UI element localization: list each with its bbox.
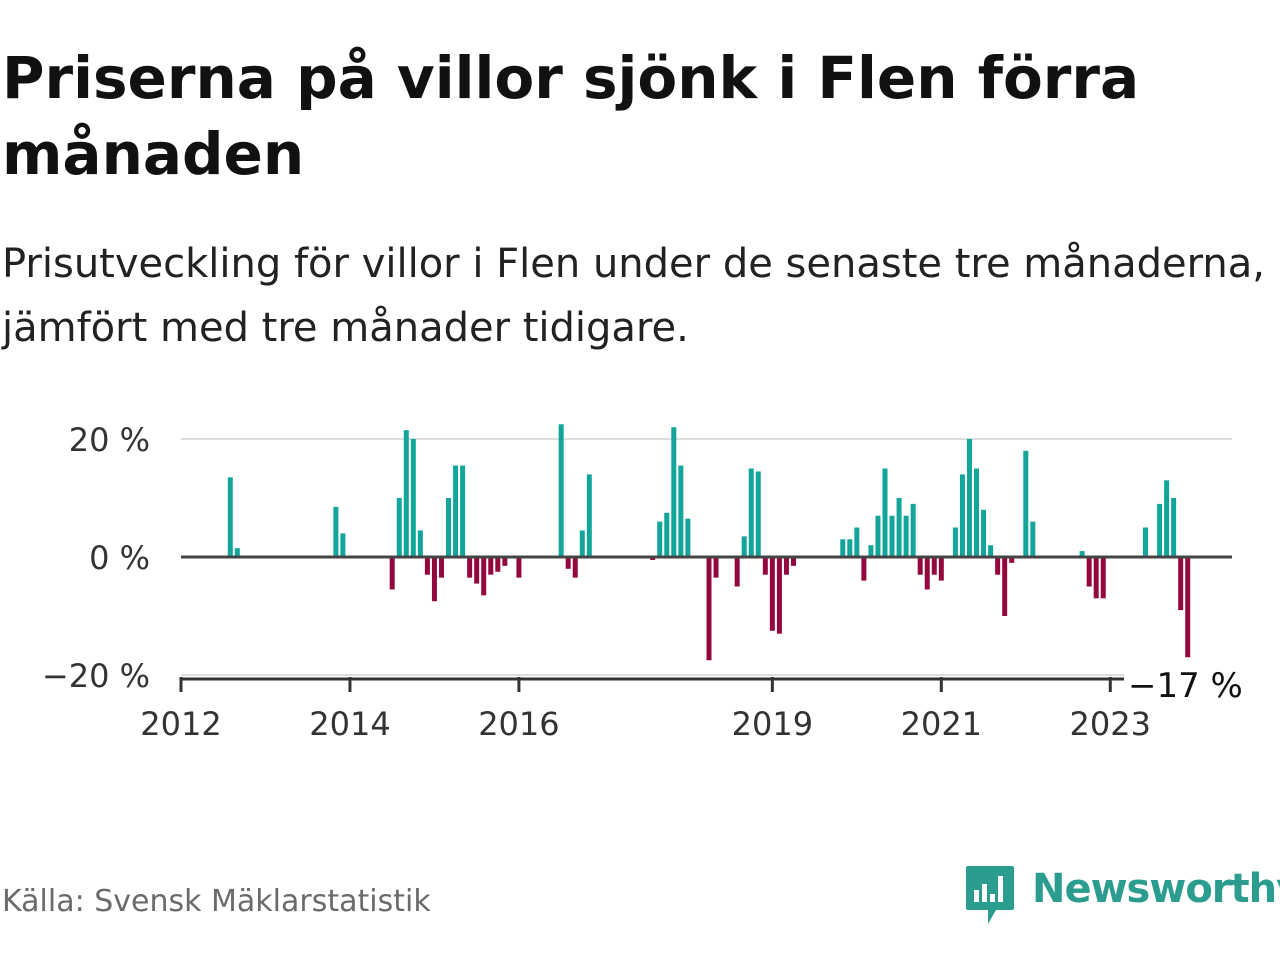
bar [889,515,895,557]
y-tick-label: 0 % [89,539,150,577]
bar [748,468,754,557]
newsworthy-bar-chart-icon [966,866,1014,924]
bar [460,465,466,557]
bar [974,468,980,557]
bar [1185,557,1191,658]
x-tick-label: 2023 [1070,705,1151,743]
x-tick-label: 2016 [478,705,559,743]
bar [438,557,444,578]
bar [234,548,240,557]
bar [783,557,789,575]
y-tick-label: 20 % [69,421,150,459]
bar [868,545,874,557]
bar [896,498,902,557]
bar [481,557,487,596]
bar [903,515,909,557]
bar [389,557,395,590]
bar [396,498,402,557]
bar [790,557,796,566]
bar [1178,557,1184,611]
bar [924,557,930,590]
bar [1030,521,1036,557]
bar [1086,557,1092,587]
bar [882,468,888,557]
x-tick-label: 2019 [732,705,813,743]
bar [333,506,339,557]
bar [516,557,522,578]
bar [741,536,747,557]
bar [678,465,684,557]
bar [1023,450,1029,557]
newsworthy-logo: Newsworthy [964,862,1280,928]
bar [769,557,775,631]
bar [840,539,846,557]
brand-name: Newsworthy [1032,866,1280,912]
bar [671,427,677,557]
bar [988,545,994,557]
bar [847,539,853,557]
bar-chart: 20 % 0 % −20 % 2012 2014 2016 2019 2021 2023−17 … [42,421,1243,743]
bar [938,557,944,581]
x-tick-label: 2014 [309,705,390,743]
bar [410,439,416,557]
bar [664,512,670,557]
bar [854,527,860,557]
bar [424,557,430,575]
x-tick-label: 2012 [140,705,221,743]
bar [706,557,712,661]
bar [1100,557,1106,599]
annotation-backdrop [1124,667,1236,707]
bar [340,533,346,557]
bar [952,527,958,557]
bar [1164,480,1170,557]
bar [1171,498,1177,557]
bar [558,424,564,557]
bar [446,498,452,557]
bar [431,557,437,602]
bar [1079,551,1085,557]
bar [495,557,501,572]
bar [453,465,459,557]
chart-title: Priserna på villor sjönk i Flen förra må… [2,44,1140,188]
bar [981,509,987,557]
bar [910,503,916,557]
chart-subtitle: Prisutveckling för villor i Flen under d… [2,241,1265,351]
bar [572,557,578,578]
bar [403,430,409,557]
bar [586,474,592,557]
bar [875,515,881,557]
bar [502,557,508,566]
y-tick-label: −20 % [42,657,150,695]
bar [755,471,761,557]
bar [1002,557,1008,616]
bar [565,557,571,569]
bar [917,557,923,575]
bar [417,530,423,557]
bar [734,557,740,587]
bar [1093,557,1099,599]
bar [1142,527,1148,557]
bar [776,557,782,634]
annotation-label: −17 % [1128,666,1243,706]
bar [474,557,480,584]
bar [1009,557,1015,563]
bar [467,557,473,578]
bar [959,474,965,557]
bar [713,557,719,578]
bar [488,557,494,575]
x-tick-label: 2021 [901,705,982,743]
bar [762,557,768,575]
bar [931,557,937,575]
bar [579,530,585,557]
bar [995,557,1001,575]
bar [685,518,691,557]
bar [1157,503,1163,557]
source-note: Källa: Svensk Mäklarstatistik [2,884,431,919]
bar [861,557,867,581]
bar [657,521,663,557]
bar [966,439,972,557]
bar [227,477,233,557]
